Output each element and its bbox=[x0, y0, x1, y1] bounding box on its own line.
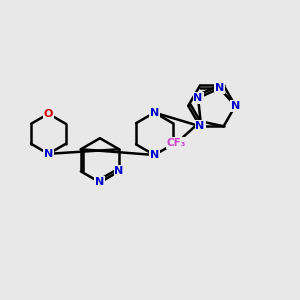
Text: N: N bbox=[195, 121, 205, 131]
Text: N: N bbox=[215, 83, 224, 93]
Text: N: N bbox=[95, 177, 105, 188]
Text: N: N bbox=[194, 93, 203, 103]
Text: N: N bbox=[231, 101, 240, 111]
Text: N: N bbox=[114, 166, 124, 176]
Text: N: N bbox=[150, 108, 159, 118]
Text: O: O bbox=[44, 109, 53, 119]
Text: N: N bbox=[150, 150, 159, 160]
Text: N: N bbox=[44, 149, 53, 159]
Text: CF₃: CF₃ bbox=[167, 138, 186, 148]
